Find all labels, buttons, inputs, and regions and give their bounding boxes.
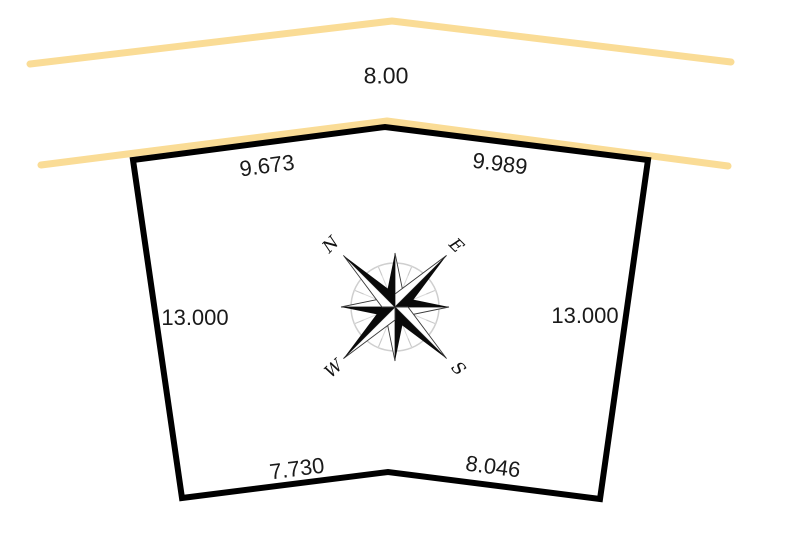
road-width-label: 8.00 — [363, 62, 409, 89]
road-edge-outer — [26, 17, 735, 68]
road-edge-inner — [37, 117, 732, 170]
side-label-left: 13.000 — [161, 305, 229, 330]
side-label-right: 13.000 — [551, 303, 619, 328]
compass-rose-icon — [340, 252, 450, 362]
